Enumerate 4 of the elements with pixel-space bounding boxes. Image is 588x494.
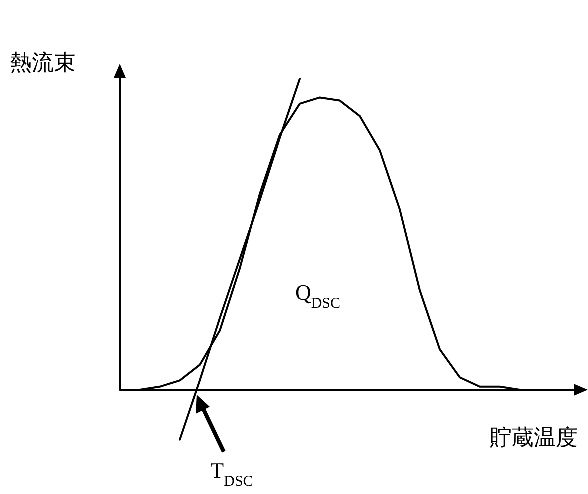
- text: T$_{DSC}$: [210, 458, 254, 490]
- annotation: Q$_{DSC}$: [295, 280, 341, 312]
- x-axis-title: 貯蔵温度: [490, 425, 578, 450]
- y-axis-title: 熱流束: [10, 50, 76, 75]
